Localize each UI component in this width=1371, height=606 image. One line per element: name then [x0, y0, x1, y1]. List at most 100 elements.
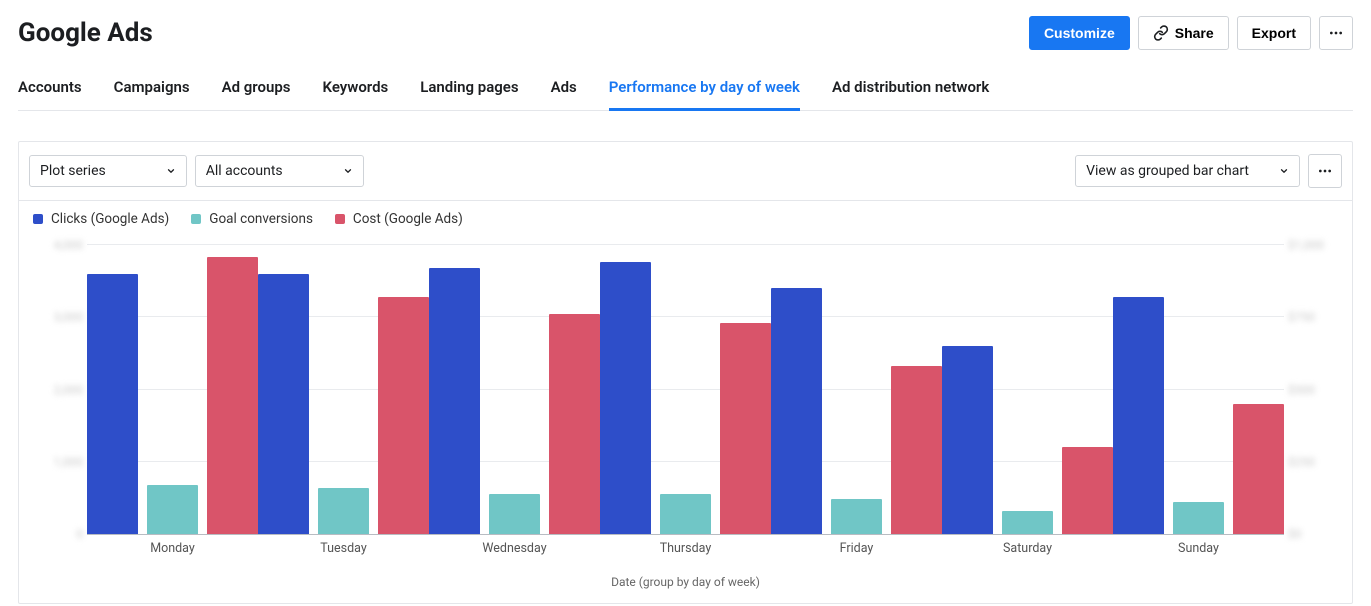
chevron-down-icon — [343, 166, 353, 176]
y-right-label: $500 — [1288, 383, 1324, 397]
tab-ads[interactable]: Ads — [551, 68, 577, 110]
chart-legend: Clicks (Google Ads) Goal conversions Cost … — [19, 201, 1352, 231]
legend-item[interactable]: Cost (Google Ads) — [335, 211, 463, 227]
y-left-label: 3,000 — [47, 310, 83, 324]
tab-label: Keywords — [323, 78, 389, 96]
bar[interactable] — [891, 366, 942, 534]
y-left-label: 2,000 — [47, 383, 83, 397]
tab-label: Ad distribution network — [832, 78, 989, 96]
chart-panel: Plot series All accounts View as grouped… — [18, 141, 1353, 604]
y-right-label: $0 — [1288, 527, 1324, 541]
legend-swatch — [33, 214, 43, 224]
toolbar-left: Plot series All accounts — [29, 155, 364, 187]
bar[interactable] — [1113, 297, 1164, 534]
x-category-label: Wednesday — [429, 541, 600, 556]
chevron-down-icon — [166, 166, 176, 176]
tab-label: Performance by day of week — [609, 78, 800, 96]
chevron-down-icon — [1279, 166, 1289, 176]
bar[interactable] — [600, 262, 651, 534]
x-category-label: Friday — [771, 541, 942, 556]
y-right-label: $250 — [1288, 455, 1324, 469]
bar[interactable] — [1233, 404, 1284, 534]
y-left-label: 1,000 — [47, 455, 83, 469]
bar-group: Tuesday — [258, 245, 429, 534]
bar-group: Wednesday — [429, 245, 600, 534]
view-as-label: View as grouped bar chart — [1086, 163, 1249, 179]
more-icon — [1317, 163, 1333, 179]
bar[interactable] — [720, 323, 771, 534]
plot-series-select[interactable]: Plot series — [29, 155, 187, 187]
share-button[interactable]: Share — [1138, 16, 1229, 50]
legend-item[interactable]: Goal conversions — [191, 211, 313, 227]
bar[interactable] — [942, 346, 993, 534]
customize-button[interactable]: Customize — [1029, 16, 1130, 50]
legend-swatch — [335, 214, 345, 224]
bar[interactable] — [831, 499, 882, 534]
bar[interactable] — [429, 268, 480, 534]
y-right-label: $1,000 — [1288, 238, 1324, 252]
bar[interactable] — [207, 257, 258, 534]
page-title: Google Ads — [18, 18, 153, 48]
chart: MondayTuesdayWednesdayThursdayFridaySatu… — [31, 235, 1340, 565]
tab-landing-pages[interactable]: Landing pages — [420, 68, 518, 110]
bar[interactable] — [1062, 447, 1113, 534]
bar-group: Saturday — [942, 245, 1113, 534]
tab-performance-by-day-of-week[interactable]: Performance by day of week — [609, 68, 800, 110]
x-category-label: Tuesday — [258, 541, 429, 556]
x-category-label: Thursday — [600, 541, 771, 556]
tab-ad-groups[interactable]: Ad groups — [222, 68, 291, 110]
tab-accounts[interactable]: Accounts — [18, 68, 82, 110]
tab-keywords[interactable]: Keywords — [323, 68, 389, 110]
bar[interactable] — [147, 485, 198, 534]
bar-group: Monday — [87, 245, 258, 534]
share-link-icon — [1153, 25, 1169, 41]
legend-label: Clicks (Google Ads) — [51, 211, 169, 227]
export-label: Export — [1252, 25, 1296, 41]
bar[interactable] — [378, 297, 429, 534]
share-label: Share — [1175, 25, 1214, 41]
bar-group: Friday — [771, 245, 942, 534]
bar[interactable] — [1173, 502, 1224, 534]
panel-more-button[interactable] — [1308, 154, 1342, 188]
view-as-select[interactable]: View as grouped bar chart — [1075, 155, 1300, 187]
bar[interactable] — [87, 274, 138, 534]
accounts-select[interactable]: All accounts — [195, 155, 364, 187]
bar[interactable] — [549, 314, 600, 534]
customize-label: Customize — [1044, 25, 1115, 41]
export-button[interactable]: Export — [1237, 16, 1311, 50]
bar[interactable] — [489, 494, 540, 534]
more-icon — [1328, 25, 1344, 41]
y-right-label: $750 — [1288, 310, 1324, 324]
xaxis-title: Date (group by day of week) — [31, 575, 1340, 589]
x-category-label: Monday — [87, 541, 258, 556]
header: Google Ads Customize Share Export — [18, 16, 1353, 50]
bar[interactable] — [771, 288, 822, 534]
bar[interactable] — [318, 488, 369, 534]
bar[interactable] — [258, 274, 309, 534]
legend-item[interactable]: Clicks (Google Ads) — [33, 211, 169, 227]
bar-group: Thursday — [600, 245, 771, 534]
x-category-label: Sunday — [1113, 541, 1284, 556]
bar[interactable] — [1002, 511, 1053, 534]
tab-label: Campaigns — [114, 78, 190, 96]
tab-label: Ad groups — [222, 78, 291, 96]
legend-swatch — [191, 214, 201, 224]
legend-label: Goal conversions — [209, 211, 313, 227]
chart-bars: MondayTuesdayWednesdayThursdayFridaySatu… — [87, 245, 1284, 534]
bar-group: Sunday — [1113, 245, 1284, 534]
chart-plot: MondayTuesdayWednesdayThursdayFridaySatu… — [87, 245, 1284, 535]
tabs: Accounts Campaigns Ad groups Keywords Landin… — [18, 68, 1353, 111]
header-more-button[interactable] — [1319, 16, 1353, 50]
bar[interactable] — [660, 494, 711, 534]
tab-ad-distribution-network[interactable]: Ad distribution network — [832, 68, 989, 110]
toolbar-right: View as grouped bar chart — [1075, 154, 1342, 188]
y-left-label: 4,000 — [47, 238, 83, 252]
tab-campaigns[interactable]: Campaigns — [114, 68, 190, 110]
y-left-label: 0 — [47, 527, 83, 541]
x-category-label: Saturday — [942, 541, 1113, 556]
chart-wrap: MondayTuesdayWednesdayThursdayFridaySatu… — [19, 231, 1352, 603]
page: Google Ads Customize Share Export Accoun… — [0, 0, 1371, 604]
panel-toolbar: Plot series All accounts View as grouped… — [19, 142, 1352, 201]
tab-label: Accounts — [18, 78, 82, 96]
tab-label: Landing pages — [420, 78, 518, 96]
